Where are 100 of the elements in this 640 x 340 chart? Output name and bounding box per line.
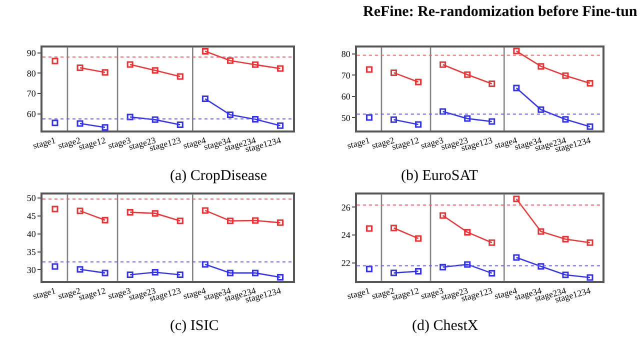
point	[252, 217, 258, 224]
y-tick-label: 80	[26, 68, 36, 78]
point	[277, 274, 284, 281]
y-tick-label: 90	[26, 48, 36, 58]
y-tick-label: 50	[341, 112, 351, 123]
y-tick-label: 40	[26, 228, 36, 239]
y-tick-label: 50	[26, 193, 36, 204]
point	[76, 208, 84, 214]
x-tick-label: stage12	[78, 286, 107, 302]
point	[126, 61, 134, 68]
point	[52, 120, 58, 126]
point	[562, 116, 569, 123]
point	[488, 118, 496, 125]
y-tick-label: 80	[341, 49, 351, 60]
point	[464, 228, 471, 236]
point	[152, 268, 158, 276]
point	[102, 270, 108, 276]
point	[464, 71, 471, 78]
point	[52, 206, 58, 212]
point	[226, 270, 234, 276]
point	[202, 261, 208, 268]
point	[562, 236, 569, 242]
point	[464, 115, 471, 122]
point	[390, 270, 397, 276]
point	[102, 69, 108, 76]
y-tick-label: 60	[26, 108, 36, 119]
x-axis-title: (a) CropDisease	[170, 168, 268, 184]
point	[126, 271, 134, 278]
point	[76, 266, 84, 273]
point	[226, 57, 234, 64]
point	[513, 254, 520, 261]
point	[126, 114, 134, 120]
point	[366, 266, 372, 272]
point	[102, 216, 108, 224]
point	[513, 48, 520, 54]
point	[390, 69, 397, 76]
point	[252, 270, 258, 276]
point	[152, 210, 158, 217]
y-tick-label: 45	[26, 211, 36, 221]
point	[202, 48, 208, 55]
point	[277, 219, 284, 226]
point	[76, 120, 84, 127]
point	[513, 84, 520, 92]
point	[252, 61, 258, 68]
point	[176, 271, 184, 278]
point	[366, 66, 372, 73]
point	[586, 274, 594, 281]
point	[562, 272, 569, 278]
y-tick-label: 35	[26, 246, 36, 257]
point	[415, 235, 422, 242]
point	[277, 122, 284, 129]
point	[562, 72, 569, 79]
y-tick-label: 24	[341, 230, 351, 240]
point	[586, 123, 594, 130]
point	[415, 78, 422, 86]
point	[488, 239, 496, 246]
point	[176, 122, 184, 128]
text: ReFine: Re-randomization before Fine-tun	[363, 4, 638, 20]
y-tick-label: 70	[341, 70, 351, 80]
y-tick-label: 26	[341, 202, 351, 212]
point	[488, 80, 496, 87]
point	[538, 106, 544, 113]
x-axis-title: (c) ISIC	[170, 318, 219, 334]
point	[226, 112, 234, 118]
point	[126, 209, 134, 216]
y-tick-label: 22	[341, 258, 350, 268]
point	[152, 67, 158, 74]
point	[464, 261, 471, 268]
point	[102, 124, 108, 130]
x-axis-title: (b) EuroSAT	[401, 168, 478, 184]
point	[152, 116, 158, 123]
point	[440, 108, 446, 115]
point	[586, 80, 594, 87]
point	[415, 268, 422, 275]
point	[277, 65, 284, 72]
point	[538, 228, 544, 235]
point	[415, 121, 422, 128]
point	[390, 224, 397, 232]
y-tick-label: 30	[26, 264, 36, 275]
point	[76, 64, 84, 71]
y-tick-label: 60	[341, 92, 351, 102]
point	[440, 61, 446, 68]
point	[202, 207, 208, 214]
point	[586, 239, 594, 246]
point	[538, 263, 544, 270]
point	[226, 218, 234, 224]
x-tick-label: stage12	[78, 135, 107, 152]
point	[366, 225, 372, 232]
point	[176, 218, 184, 224]
point	[52, 263, 58, 270]
point	[390, 116, 397, 123]
point	[440, 212, 446, 219]
point	[176, 73, 184, 80]
point	[202, 96, 208, 102]
x-tick-label: stage1	[346, 286, 371, 302]
point	[513, 196, 520, 202]
point	[440, 264, 446, 270]
x-tick-label: stage1	[346, 135, 371, 151]
point	[252, 116, 258, 123]
point	[538, 63, 544, 70]
